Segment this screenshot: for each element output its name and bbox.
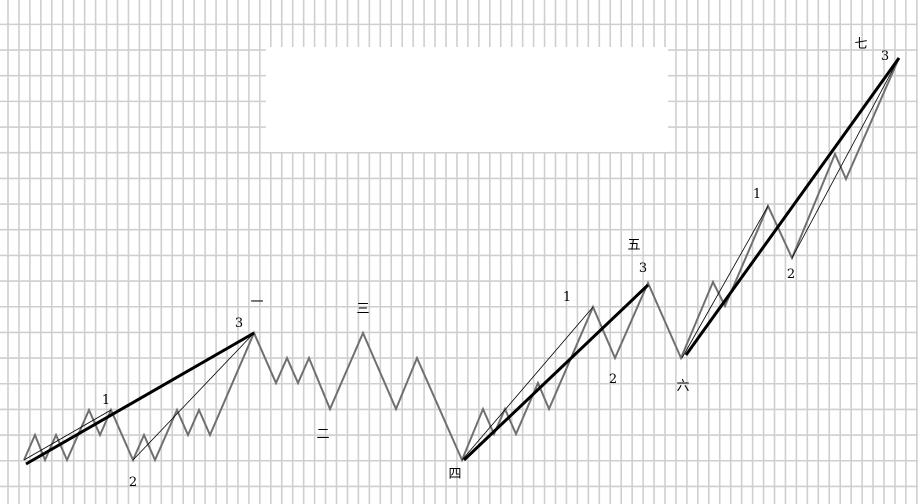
wave-label: 2 [609,372,617,387]
wave-label: 二 [316,427,329,442]
wave-label: 七 [854,37,867,52]
thick-trend-line [462,283,650,462]
wave-label: 1 [563,290,571,305]
wave-label: 三 [356,302,369,317]
price-path [23,57,900,463]
thin-trend-line [681,205,769,359]
wave-label: 1 [102,393,110,408]
wave-label: 3 [639,261,647,276]
thin-trend-line [461,306,594,461]
wave-label: 一 [250,295,263,310]
thick-trend-line [25,331,255,466]
wave-label: 2 [129,475,137,490]
trend-lines [23,57,901,466]
wave-label: 3 [881,49,889,64]
thin-trend-line [791,57,900,259]
thin-trend-line [23,409,112,461]
wave-label: 四 [448,467,461,482]
thin-trend-line [132,332,255,461]
blank-box [266,47,668,152]
wave-label: 六 [676,379,689,394]
wave-label: 2 [787,267,795,282]
wave-label: 五 [627,238,640,253]
price-line [23,57,900,463]
wave-label: 3 [235,316,243,331]
thick-trend-line [684,57,901,356]
wave-label: 1 [753,187,761,202]
